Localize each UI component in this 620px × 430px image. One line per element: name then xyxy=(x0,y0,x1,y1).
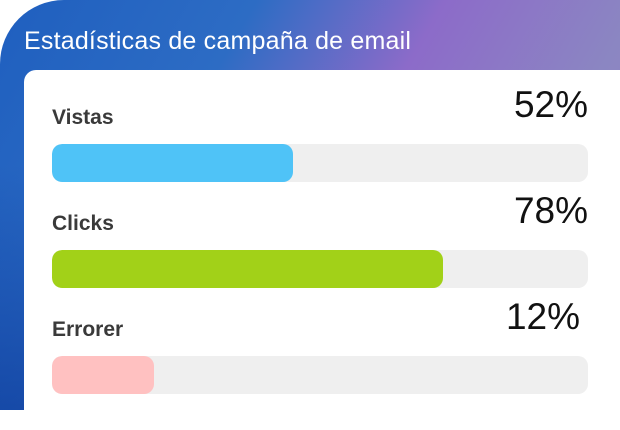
stats-card: Vistas 52% Clicks 78% Errorer 12% xyxy=(24,70,620,430)
stat-label: Vistas xyxy=(52,106,114,129)
stat-label: Clicks xyxy=(52,212,114,235)
stat-label: Errorer xyxy=(52,318,124,341)
page-title: Estadísticas de campaña de email xyxy=(24,27,412,55)
progress-fill xyxy=(52,144,294,182)
stat-percent: 12% xyxy=(505,296,580,337)
progress-fill xyxy=(52,250,444,288)
progress-track xyxy=(52,356,588,394)
stat-percent: 52% xyxy=(513,84,588,125)
stat-percent: 78% xyxy=(513,190,588,231)
progress-track xyxy=(52,144,588,182)
progress-track xyxy=(52,250,588,288)
progress-fill xyxy=(52,356,154,394)
